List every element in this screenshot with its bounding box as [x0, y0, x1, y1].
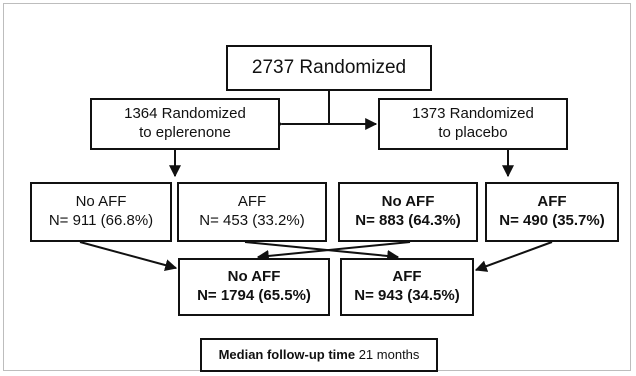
- epl-aff-to-total-arrow: [244, 241, 400, 262]
- eplerenone-arm-label: to eplerenone: [139, 124, 231, 141]
- pla-noaff-to-total-arrow: [256, 241, 411, 262]
- placebo-arm-label: to placebo: [438, 124, 508, 141]
- placebo-no-aff-count: N= 883 (64.3%): [355, 212, 461, 229]
- epl-noaff-to-total-arrow: [79, 241, 178, 271]
- eplerenone-no-aff-box: No AFF N= 911 (66.8%): [30, 182, 172, 242]
- median-follow-up-value: 21 months: [358, 346, 420, 362]
- total-aff-box: AFF N= 943 (34.5%): [340, 258, 474, 316]
- placebo-aff-count: N= 490 (35.7%): [499, 212, 605, 229]
- total-no-aff-label: No AFF: [227, 268, 281, 286]
- randomized-total-text: 2737 Randomized: [251, 57, 407, 79]
- eplerenone-aff-count: N= 453 (33.2%): [199, 212, 305, 229]
- eplerenone-no-aff-label: No AFF: [75, 193, 127, 211]
- total-aff-label: AFF: [392, 268, 422, 286]
- placebo-aff-box: AFF N= 490 (35.7%): [485, 182, 619, 242]
- total-no-aff-box: No AFF N= 1794 (65.5%): [178, 258, 330, 316]
- placebo-no-aff-label: No AFF: [381, 193, 435, 211]
- median-follow-up-box: Median follow-up time 21 months: [200, 338, 438, 372]
- placebo-no-aff-box: No AFF N= 883 (64.3%): [338, 182, 478, 242]
- placebo-aff-label: AFF: [537, 193, 567, 211]
- eplerenone-aff-label: AFF: [237, 193, 267, 211]
- pla-aff-to-total-arrow: [474, 241, 553, 272]
- total-aff-count: N= 943 (34.5%): [354, 287, 460, 304]
- placebo-arm-count: 1373 Randomized: [412, 105, 534, 123]
- eplerenone-no-aff-count: N= 911 (66.8%): [48, 212, 154, 229]
- placebo-arm-box: 1373 Randomized to placebo: [378, 98, 568, 150]
- eplerenone-aff-box: AFF N= 453 (33.2%): [177, 182, 327, 242]
- randomized-total-box: 2737 Randomized: [226, 45, 432, 91]
- eplerenone-arm-box: 1364 Randomized to eplerenone: [90, 98, 280, 150]
- median-follow-up-label: Median follow-up time: [218, 346, 356, 362]
- eplerenone-arm-count: 1364 Randomized: [124, 105, 246, 123]
- total-no-aff-count: N= 1794 (65.5%): [197, 287, 311, 304]
